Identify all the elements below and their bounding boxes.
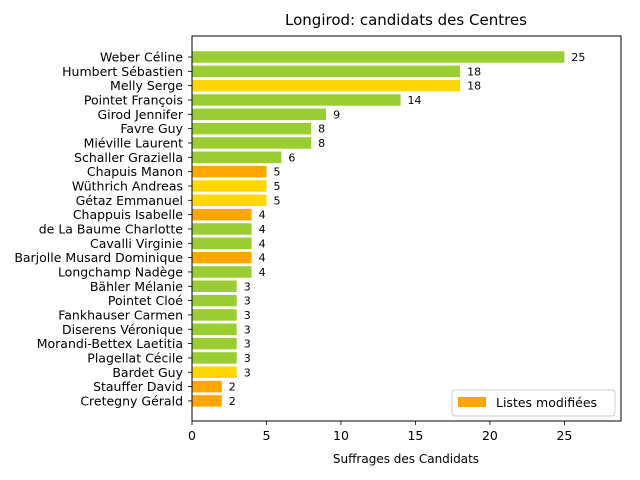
bar-value-label: 5 xyxy=(273,166,280,179)
plot-frame xyxy=(191,35,622,422)
y-tick-label: Gétaz Emmanuel xyxy=(76,193,183,208)
legend: Listes modifiées xyxy=(451,389,616,417)
bar xyxy=(192,94,401,106)
y-tick-label: Chappuis Isabelle xyxy=(73,207,183,222)
bar xyxy=(192,380,222,393)
bar xyxy=(192,237,252,250)
x-tick-label: 10 xyxy=(333,428,349,443)
bar-value-label: 18 xyxy=(467,65,481,78)
y-tick-label: Wüthrich Andreas xyxy=(72,178,183,193)
bar xyxy=(192,137,312,149)
y-tick-label: Diserens Véronique xyxy=(62,322,183,337)
bar xyxy=(192,122,312,135)
bar xyxy=(192,366,237,379)
bar-value-label: 8 xyxy=(318,123,325,136)
bar-value-label: 4 xyxy=(259,237,266,250)
bar xyxy=(192,108,327,121)
y-tick-label: Schaller Graziella xyxy=(74,150,183,165)
bar-value-label: 3 xyxy=(244,323,251,336)
chart-title: Longirod: candidats des Centres xyxy=(285,11,527,29)
bar-value-label: 9 xyxy=(333,108,340,121)
bar xyxy=(192,294,237,307)
bar xyxy=(192,194,267,207)
bar xyxy=(192,309,237,321)
bar xyxy=(192,79,461,92)
axes-layer: 0 5 10 15 20 25 xyxy=(188,35,622,443)
x-tick-label: 20 xyxy=(482,428,498,443)
y-tick-label: de La Baume Charlotte xyxy=(39,221,184,236)
bar-value-label: 14 xyxy=(408,94,422,107)
bar-value-label: 4 xyxy=(259,223,266,236)
y-tick-label: Girod Jennifer xyxy=(97,107,183,122)
y-tick-label: Humbert Sébastien xyxy=(62,64,183,79)
bar-value-label: 3 xyxy=(244,309,251,322)
y-tick-label: Pointet Cloé xyxy=(108,293,183,308)
bar-value-label: 3 xyxy=(244,352,251,365)
y-tick-label: Pointet François xyxy=(84,92,183,107)
bar-value-label: 6 xyxy=(288,151,295,164)
bar-value-label: 3 xyxy=(244,295,251,308)
bar xyxy=(192,280,237,293)
bar xyxy=(192,65,461,78)
bar xyxy=(192,151,282,164)
y-tick-label: Cretegny Gérald xyxy=(80,393,183,408)
bar-value-label: 4 xyxy=(259,209,266,222)
bar xyxy=(192,223,252,235)
bar xyxy=(192,266,252,278)
legend-label: Listes modifiées xyxy=(496,395,597,410)
y-tick-label: Favre Guy xyxy=(120,121,183,136)
y-tick-label: Bardet Guy xyxy=(112,365,183,380)
y-tick-label: Cavalli Virginie xyxy=(90,236,183,251)
y-tick-label: Stauffer David xyxy=(93,379,183,394)
x-axis-label: Suffrages des Candidats xyxy=(333,452,479,466)
y-tick-label: Plagellat Cécile xyxy=(87,350,183,365)
bar-value-label: 4 xyxy=(259,266,266,279)
legend-swatch xyxy=(458,397,486,407)
y-tick-label: Bähler Mélanie xyxy=(90,279,183,294)
bar-value-label: 3 xyxy=(244,366,251,379)
bar-value-label: 2 xyxy=(229,395,236,408)
bar xyxy=(192,337,237,350)
x-tick-label: 0 xyxy=(188,428,196,443)
x-tick-label: 25 xyxy=(556,428,572,443)
bar-value-label: 5 xyxy=(273,194,280,207)
bar xyxy=(192,251,252,264)
bar xyxy=(192,323,237,336)
y-tick-label: Morandi-Bettex Laetitia xyxy=(37,336,183,351)
bar-value-label: 3 xyxy=(244,280,251,293)
bar-value-label: 8 xyxy=(318,137,325,150)
bar xyxy=(192,165,267,178)
bar-value-label: 18 xyxy=(467,80,481,93)
bar xyxy=(192,51,565,63)
x-tick-label: 5 xyxy=(263,428,271,443)
bar xyxy=(192,352,237,364)
y-tick-label: Longchamp Nadège xyxy=(58,264,183,279)
bar-value-label: 25 xyxy=(571,51,585,64)
bar-value-label: 3 xyxy=(244,338,251,351)
y-tick-label: Barjolle Musard Dominique xyxy=(14,250,183,265)
bar-value-label: 5 xyxy=(273,180,280,193)
y-tick-label: Fankhauser Carmen xyxy=(58,307,183,322)
y-tick-label: Chapuis Manon xyxy=(87,164,183,179)
bar-value-label: 2 xyxy=(229,381,236,394)
y-tick-label: Melly Serge xyxy=(110,78,183,93)
y-tick-label: Weber Céline xyxy=(100,50,183,65)
bar xyxy=(192,180,267,192)
bar xyxy=(192,208,252,221)
legend-frame xyxy=(451,389,616,417)
x-tick-label: 15 xyxy=(407,428,423,443)
y-tick-label: Miéville Laurent xyxy=(84,135,183,150)
bar xyxy=(192,395,222,407)
bar-value-label: 4 xyxy=(259,252,266,265)
